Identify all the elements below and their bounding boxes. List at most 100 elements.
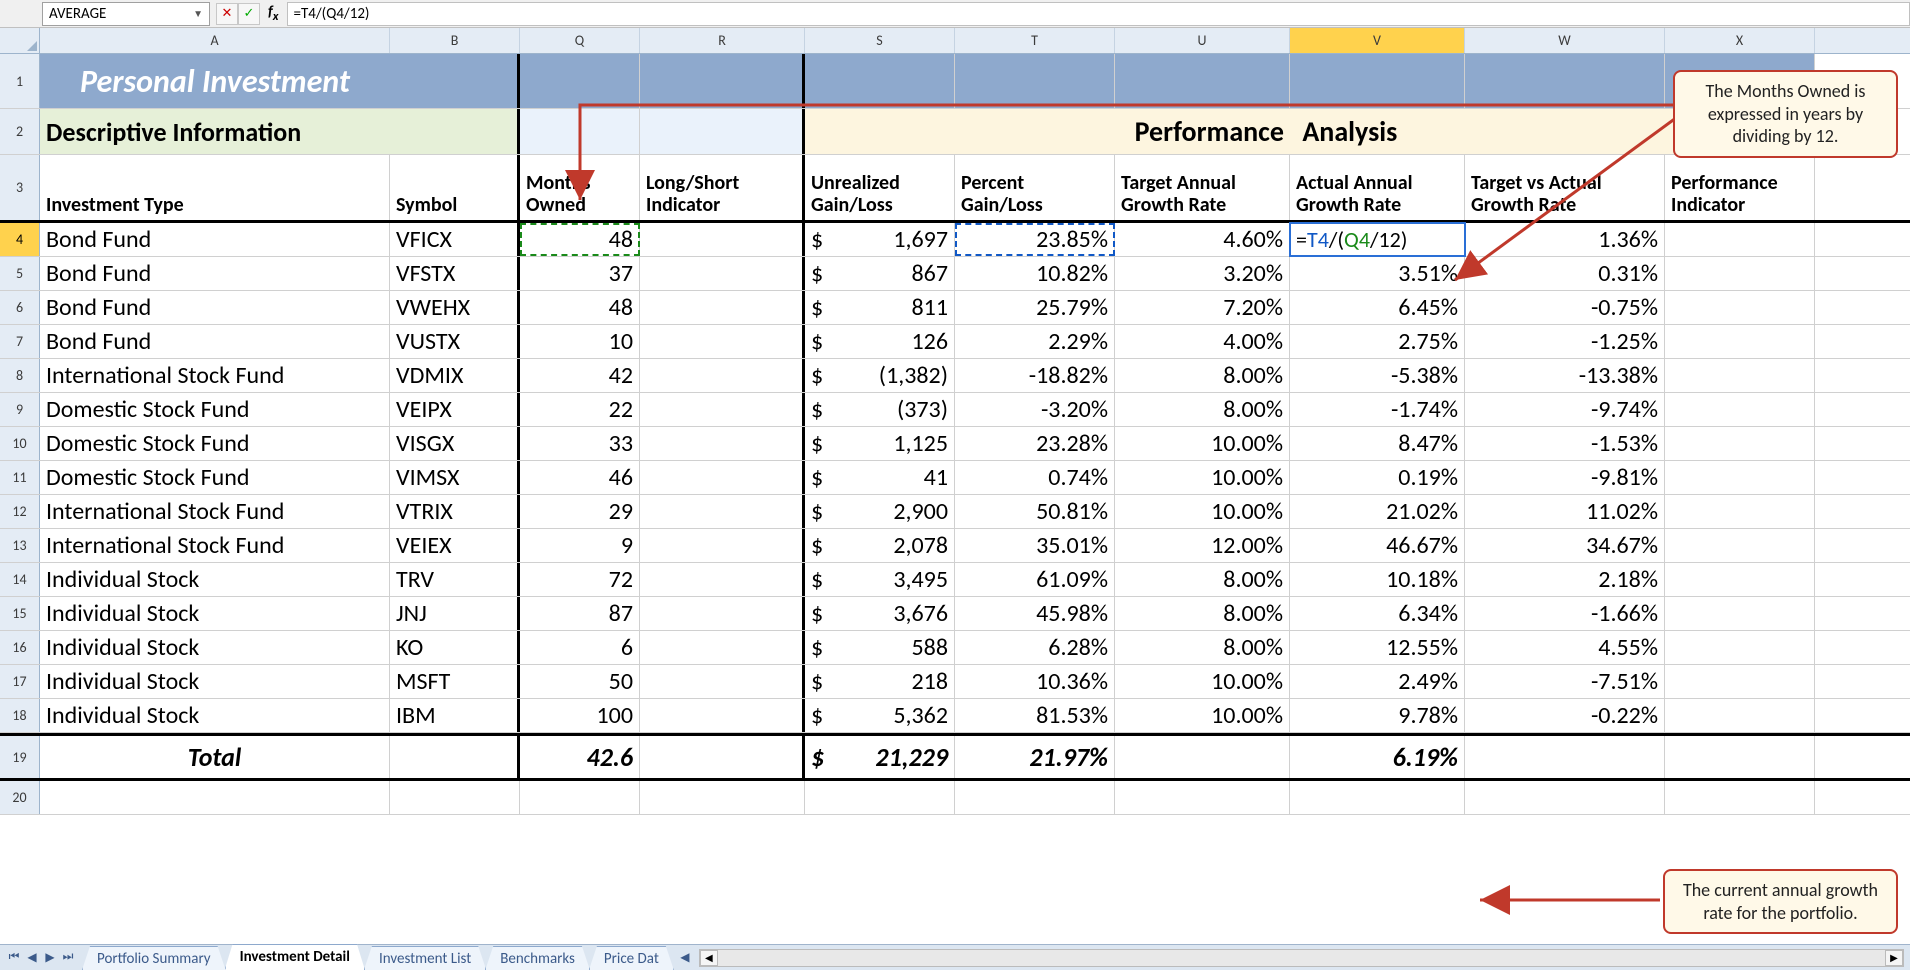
- row-header[interactable]: 12: [0, 495, 40, 528]
- enter-button[interactable]: ✓: [238, 3, 260, 25]
- cell-tagr[interactable]: 4.00%: [1115, 325, 1290, 358]
- cell-pgl[interactable]: -3.20%: [955, 393, 1115, 426]
- cell-tagr[interactable]: 3.20%: [1115, 257, 1290, 290]
- cell-ls[interactable]: [640, 631, 805, 664]
- cell-ugl[interactable]: $5,362: [805, 699, 955, 732]
- cell-tagr[interactable]: 10.00%: [1115, 495, 1290, 528]
- cell-aagr[interactable]: 2.49%: [1290, 665, 1465, 698]
- cell-symbol[interactable]: TRV: [390, 563, 520, 596]
- cell-months[interactable]: 10: [520, 325, 640, 358]
- row-header[interactable]: 5: [0, 257, 40, 290]
- cell-ugl[interactable]: $588: [805, 631, 955, 664]
- cell-type[interactable]: Domestic Stock Fund: [40, 427, 390, 460]
- cell-tva[interactable]: 34.67%: [1465, 529, 1665, 562]
- cell-type[interactable]: Individual Stock: [40, 631, 390, 664]
- cell-ls[interactable]: [640, 427, 805, 460]
- cell-pgl[interactable]: 50.81%: [955, 495, 1115, 528]
- cell-pi[interactable]: [1665, 393, 1815, 426]
- row-header[interactable]: 19: [0, 736, 40, 778]
- cell-months[interactable]: 48: [520, 223, 640, 256]
- cell-pi[interactable]: [1665, 631, 1815, 664]
- cell-symbol[interactable]: VIMSX: [390, 461, 520, 494]
- cell-ugl[interactable]: $126: [805, 325, 955, 358]
- cell-aagr[interactable]: 46.67%: [1290, 529, 1465, 562]
- row-header[interactable]: 13: [0, 529, 40, 562]
- cell-aagr[interactable]: 9.78%: [1290, 699, 1465, 732]
- cell-tva[interactable]: -9.81%: [1465, 461, 1665, 494]
- cell-type[interactable]: Individual Stock: [40, 665, 390, 698]
- cell-months[interactable]: 37: [520, 257, 640, 290]
- cell-pgl[interactable]: 6.28%: [955, 631, 1115, 664]
- tab-nav-next-icon[interactable]: ▶: [42, 950, 58, 965]
- cell-pgl[interactable]: -18.82%: [955, 359, 1115, 392]
- cell-months[interactable]: 42: [520, 359, 640, 392]
- cell-pgl[interactable]: 61.09%: [955, 563, 1115, 596]
- cell-pi[interactable]: [1665, 495, 1815, 528]
- cell-pi[interactable]: [1665, 665, 1815, 698]
- cell-months[interactable]: 87: [520, 597, 640, 630]
- cell-months[interactable]: 9: [520, 529, 640, 562]
- column-header-R[interactable]: R: [640, 28, 805, 53]
- row-header[interactable]: 20: [0, 781, 40, 814]
- cell-symbol[interactable]: VEIEX: [390, 529, 520, 562]
- cell-ls[interactable]: [640, 325, 805, 358]
- cell-symbol[interactable]: VWEHX: [390, 291, 520, 324]
- cell-symbol[interactable]: KO: [390, 631, 520, 664]
- cell-pi[interactable]: [1665, 359, 1815, 392]
- cell-aagr[interactable]: 0.19%: [1290, 461, 1465, 494]
- cell-tagr[interactable]: 8.00%: [1115, 563, 1290, 596]
- cell-tva[interactable]: -13.38%: [1465, 359, 1665, 392]
- row-header[interactable]: 4: [0, 223, 40, 256]
- cell-ugl[interactable]: $811: [805, 291, 955, 324]
- fx-icon[interactable]: fx: [268, 3, 279, 24]
- cell-symbol[interactable]: VEIPX: [390, 393, 520, 426]
- cell-ls[interactable]: [640, 223, 805, 256]
- cell-tva[interactable]: 11.02%: [1465, 495, 1665, 528]
- cell-pi[interactable]: [1665, 563, 1815, 596]
- sheet-tab[interactable]: Benchmarks: [485, 946, 590, 970]
- scroll-right-icon[interactable]: ▶: [1885, 950, 1903, 966]
- cell-type[interactable]: International Stock Fund: [40, 495, 390, 528]
- cell-aagr[interactable]: 8.47%: [1290, 427, 1465, 460]
- cell-tagr[interactable]: 12.00%: [1115, 529, 1290, 562]
- cell-type[interactable]: Domestic Stock Fund: [40, 461, 390, 494]
- cell-type[interactable]: Individual Stock: [40, 699, 390, 732]
- cell-ugl[interactable]: $1,125: [805, 427, 955, 460]
- column-header-W[interactable]: W: [1465, 28, 1665, 53]
- cell-ls[interactable]: [640, 291, 805, 324]
- cell-ls[interactable]: [640, 529, 805, 562]
- cell-ugl[interactable]: $867: [805, 257, 955, 290]
- cell-pgl[interactable]: 10.82%: [955, 257, 1115, 290]
- cell-tagr[interactable]: 4.60%: [1115, 223, 1290, 256]
- row-header[interactable]: 3: [0, 155, 40, 220]
- cell-tagr[interactable]: 10.00%: [1115, 461, 1290, 494]
- cell-months[interactable]: 22: [520, 393, 640, 426]
- cell-aagr[interactable]: 10.18%: [1290, 563, 1465, 596]
- cell-ls[interactable]: [640, 393, 805, 426]
- cell-symbol[interactable]: MSFT: [390, 665, 520, 698]
- cell-ugl[interactable]: $41: [805, 461, 955, 494]
- cell-months[interactable]: 46: [520, 461, 640, 494]
- cell-months[interactable]: 29: [520, 495, 640, 528]
- cell-aagr[interactable]: 21.02%: [1290, 495, 1465, 528]
- cell-ugl[interactable]: $2,078: [805, 529, 955, 562]
- cell-ugl[interactable]: $3,495: [805, 563, 955, 596]
- row-header[interactable]: 17: [0, 665, 40, 698]
- cell-tva[interactable]: 0.31%: [1465, 257, 1665, 290]
- cell-aagr[interactable]: 6.34%: [1290, 597, 1465, 630]
- column-header-V[interactable]: V: [1290, 28, 1465, 53]
- row-header[interactable]: 10: [0, 427, 40, 460]
- cell-pgl[interactable]: 2.29%: [955, 325, 1115, 358]
- column-header-Q[interactable]: Q: [520, 28, 640, 53]
- sheet-tab[interactable]: Portfolio Summary: [82, 946, 226, 970]
- cell-type[interactable]: Domestic Stock Fund: [40, 393, 390, 426]
- cell-pgl[interactable]: 25.79%: [955, 291, 1115, 324]
- row-header[interactable]: 14: [0, 563, 40, 596]
- cell-pi[interactable]: [1665, 461, 1815, 494]
- cell-pgl[interactable]: 81.53%: [955, 699, 1115, 732]
- formula-input[interactable]: =T4/(Q4/12): [287, 2, 1910, 26]
- select-all-corner[interactable]: [0, 28, 40, 53]
- cell-months[interactable]: 48: [520, 291, 640, 324]
- cell-tva[interactable]: -1.53%: [1465, 427, 1665, 460]
- cell-ls[interactable]: [640, 495, 805, 528]
